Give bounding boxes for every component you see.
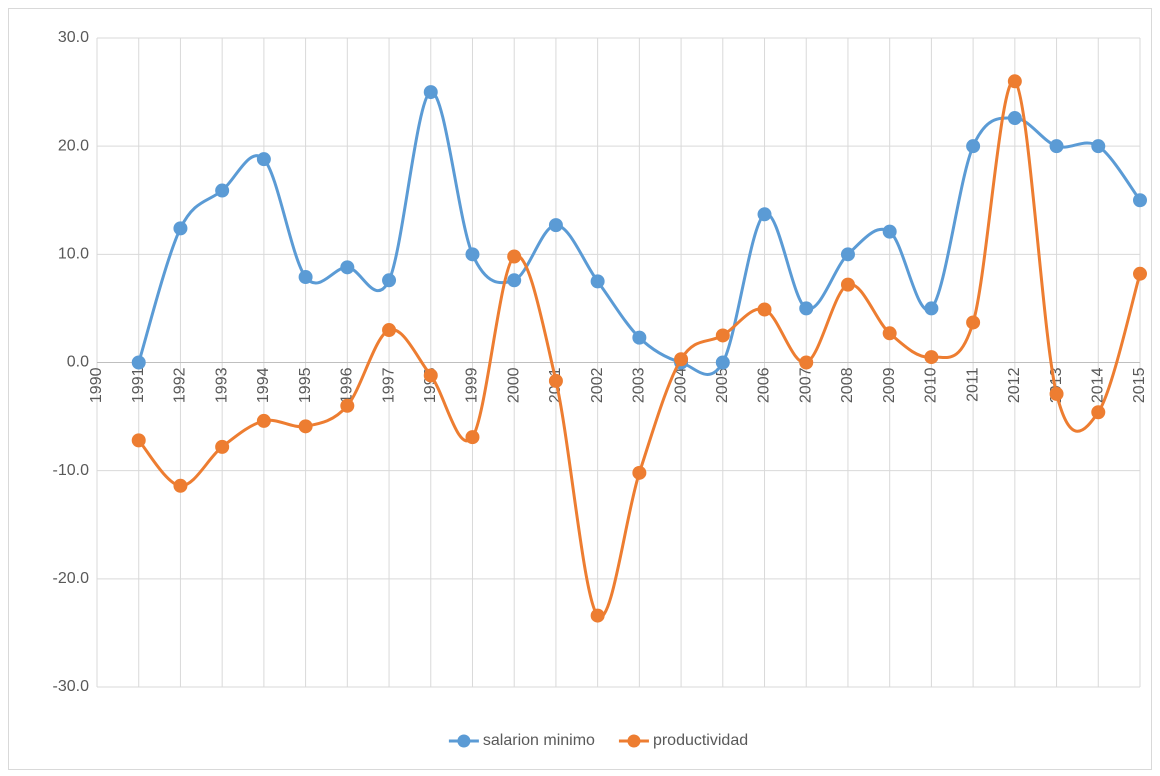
x-tick-label: 2007 (797, 367, 814, 403)
x-tick-label: 2010 (923, 367, 940, 403)
marker (215, 183, 230, 198)
x-tick-label: 1999 (464, 367, 481, 403)
marker (1133, 266, 1147, 281)
x-tick-label: 2006 (756, 367, 773, 403)
marker (382, 323, 397, 338)
x-tick-label: 2005 (714, 367, 731, 403)
marker (1049, 139, 1064, 154)
marker (215, 439, 230, 454)
marker (840, 247, 855, 262)
marker (882, 326, 897, 341)
marker (548, 373, 563, 388)
marker (966, 315, 981, 330)
legend: salarion minimo productividad (448, 732, 748, 749)
marker (507, 273, 522, 288)
marker (799, 301, 814, 316)
marker (882, 224, 897, 239)
marker (1007, 111, 1022, 126)
legend-marker (457, 734, 471, 748)
x-tick-label: 2012 (1006, 367, 1023, 403)
marker (632, 330, 647, 345)
marker (715, 328, 730, 343)
legend-label: productividad (653, 732, 748, 749)
marker (632, 465, 647, 480)
marker (966, 139, 981, 154)
x-tick-label: 2015 (1131, 367, 1148, 403)
marker (465, 430, 480, 445)
chart-border (8, 8, 1152, 770)
marker (131, 355, 146, 370)
legend-marker (627, 734, 641, 748)
x-tick-label: 1997 (380, 367, 397, 403)
x-tick-label: 1992 (172, 367, 189, 403)
marker (423, 368, 438, 383)
y-tick-label: -20.0 (53, 570, 90, 587)
marker (590, 274, 605, 289)
legend-label: salarion minimo (483, 732, 595, 749)
marker (256, 413, 271, 428)
marker (340, 260, 355, 275)
marker (382, 273, 397, 288)
x-tick-label: 2009 (881, 367, 898, 403)
marker (298, 270, 313, 285)
x-tick-label: 1990 (88, 367, 105, 403)
marker (674, 352, 689, 367)
marker (1133, 193, 1147, 208)
marker (799, 355, 814, 370)
marker (757, 302, 772, 317)
marker (131, 433, 146, 448)
x-tick-label: 2000 (505, 367, 522, 403)
x-tick-label: 2014 (1089, 367, 1106, 403)
marker (256, 152, 271, 167)
y-tick-label: 0.0 (67, 354, 89, 371)
x-tick-label: 1994 (255, 367, 272, 403)
marker (298, 419, 313, 434)
x-tick-label: 2004 (672, 367, 689, 403)
y-tick-label: 30.0 (58, 29, 89, 46)
marker (840, 277, 855, 292)
marker (715, 355, 730, 370)
x-tick-label: 2011 (964, 367, 981, 402)
marker (507, 249, 522, 264)
marker (1007, 74, 1022, 89)
y-tick-label: 20.0 (58, 137, 89, 154)
marker (924, 301, 939, 316)
marker (423, 85, 438, 100)
marker (924, 350, 939, 365)
marker (1091, 139, 1106, 154)
marker (757, 207, 772, 222)
x-tick-label: 2002 (589, 367, 606, 403)
x-tick-label: 1996 (339, 367, 356, 403)
x-tick-label: 1993 (213, 367, 230, 403)
x-tick-label: 2008 (839, 367, 856, 403)
y-tick-label: -30.0 (53, 678, 90, 695)
marker (465, 247, 480, 262)
x-tick-label: 1991 (130, 367, 147, 403)
marker (590, 608, 605, 623)
marker (340, 398, 355, 413)
marker (173, 221, 188, 236)
x-tick-label: 2003 (631, 367, 648, 403)
y-tick-label: -10.0 (53, 462, 90, 479)
marker (548, 218, 563, 233)
marker (1049, 386, 1064, 401)
y-tick-label: 10.0 (58, 246, 89, 263)
x-tick-label: 1995 (297, 367, 314, 403)
marker (173, 478, 188, 493)
marker (1091, 405, 1106, 420)
